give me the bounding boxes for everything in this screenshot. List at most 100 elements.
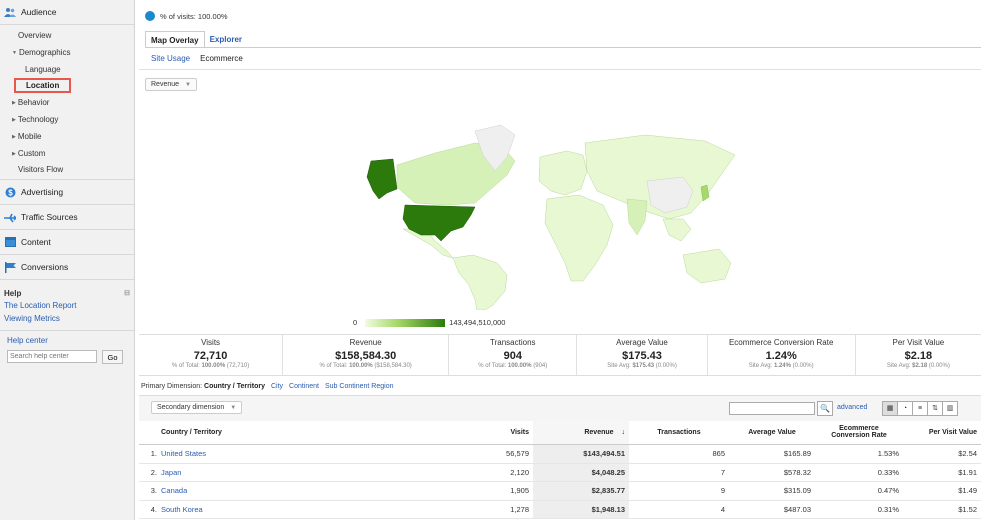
cell-per-visit-value: $2.54 bbox=[903, 444, 981, 464]
scorecard-transactions[interactable]: Transactions 904 % of Total: 100.00% (90… bbox=[449, 335, 578, 375]
map-japan[interactable] bbox=[700, 184, 710, 202]
chevron-down-icon: ▼ bbox=[230, 405, 237, 411]
primary-dimension-bar: Primary Dimension: Country / Territory C… bbox=[141, 383, 394, 390]
country-link[interactable]: United States bbox=[161, 449, 207, 459]
help-go-button[interactable]: Go bbox=[102, 350, 123, 365]
segment-indicator: % of visits: 100.00% bbox=[145, 11, 228, 21]
tab-explorer[interactable]: Explorer bbox=[209, 35, 243, 44]
nav-custom-label: Custom bbox=[17, 148, 46, 158]
nav-traffic-sources-label: Traffic Sources bbox=[21, 212, 78, 223]
col-conversion-rate[interactable]: Ecommerce Conversion Rate bbox=[815, 420, 903, 445]
map-alaska[interactable] bbox=[366, 158, 398, 200]
caret-right-icon: ▶ bbox=[12, 133, 16, 140]
table-toolbar: Secondary dimension ▼ 🔍 advanced ▦ ◔ ≡ ⇅… bbox=[139, 395, 981, 421]
nav-audience[interactable]: Audience bbox=[0, 0, 134, 25]
svg-text:$: $ bbox=[8, 188, 13, 197]
view-tabs: Map Overlay Explorer bbox=[145, 31, 247, 48]
cell-revenue: $4,048.25 bbox=[533, 463, 629, 482]
tab-map-overlay[interactable]: Map Overlay bbox=[145, 31, 205, 48]
country-link[interactable]: Japan bbox=[161, 467, 182, 477]
cell-visits: 56,579 bbox=[455, 444, 533, 464]
help-link-location-report[interactable]: The Location Report bbox=[4, 301, 77, 311]
metric-dropdown[interactable]: Revenue ▼ bbox=[145, 78, 197, 91]
country-link[interactable]: Canada bbox=[161, 486, 188, 496]
scorecard-visits[interactable]: Visits 72,710 % of Total: 100.00% (72,71… bbox=[139, 335, 284, 375]
nav-advertising[interactable]: $ Advertising bbox=[0, 179, 134, 206]
table-row: 2. Japan 2,120 $4,048.25 7 $578.32 0.33%… bbox=[139, 463, 981, 482]
subtab-site-usage[interactable]: Site Usage bbox=[151, 54, 191, 63]
legend-gradient bbox=[365, 318, 446, 327]
dimension-continent[interactable]: Continent bbox=[289, 383, 319, 390]
map-europe[interactable] bbox=[538, 150, 588, 196]
nav-visitors-flow[interactable]: Visitors Flow bbox=[18, 165, 64, 175]
map-southeast-asia[interactable] bbox=[662, 218, 692, 242]
comparison-view-icon[interactable]: ⇅ bbox=[927, 401, 943, 416]
nav-demographics[interactable]: ▼ Demographics bbox=[0, 45, 134, 62]
help-title: Help bbox=[4, 289, 22, 299]
scorecard-conversion-rate[interactable]: Ecommerce Conversion Rate 1.24% Site Avg… bbox=[708, 335, 856, 375]
table-search-input[interactable] bbox=[729, 402, 815, 415]
main-panel: % of visits: 100.00% Map Overlay Explore… bbox=[135, 0, 981, 520]
caret-down-icon: ▼ bbox=[12, 49, 17, 56]
help-center-link[interactable]: Help center bbox=[0, 330, 134, 347]
advanced-filter-link[interactable]: advanced bbox=[837, 404, 868, 411]
nav-language[interactable]: Language bbox=[25, 64, 61, 74]
nav-custom[interactable]: ▶ Custom bbox=[0, 146, 134, 163]
col-transactions[interactable]: Transactions bbox=[629, 420, 729, 445]
pivot-view-icon[interactable]: ▥ bbox=[942, 401, 958, 416]
scorecard-value: $175.43 bbox=[622, 350, 662, 362]
nav-location-label: Location bbox=[14, 78, 72, 94]
search-icon[interactable]: 🔍 bbox=[817, 401, 833, 416]
help-link-viewing-metrics[interactable]: Viewing Metrics bbox=[4, 314, 60, 324]
map-greenland[interactable] bbox=[474, 124, 516, 172]
caret-right-icon: ▶ bbox=[12, 100, 16, 107]
map-united-states[interactable] bbox=[402, 204, 476, 242]
nav-content[interactable]: Content bbox=[0, 230, 134, 256]
col-revenue-label: Revenue bbox=[584, 428, 614, 436]
secondary-dimension-dropdown[interactable]: Secondary dimension ▼ bbox=[151, 401, 243, 414]
map-china[interactable] bbox=[646, 176, 694, 214]
scorecard-revenue[interactable]: Revenue $158,584.30 % of Total: 100.00% … bbox=[283, 335, 450, 375]
scorecard-subtext: Site Avg: 1.24% (0.00%) bbox=[748, 363, 814, 369]
map-africa[interactable] bbox=[544, 194, 614, 282]
legend-max: 143,494,510,000 bbox=[449, 318, 506, 327]
nav-behavior[interactable]: ▶ Behavior bbox=[0, 95, 134, 112]
cell-revenue: $143,494.51 bbox=[533, 444, 629, 464]
scorecard-subtext: Site Avg: $2.18 (0.00%) bbox=[886, 363, 950, 369]
map-india[interactable] bbox=[626, 198, 648, 236]
nav-technology[interactable]: ▶ Technology bbox=[0, 112, 134, 129]
table-view-icon[interactable]: ▦ bbox=[882, 401, 898, 416]
col-revenue[interactable]: Revenue ↓ bbox=[533, 420, 629, 445]
map-south-america[interactable] bbox=[452, 254, 508, 310]
help-center-label[interactable]: Help center bbox=[7, 336, 48, 346]
col-per-visit-value[interactable]: Per Visit Value bbox=[903, 420, 981, 445]
map-australia[interactable] bbox=[682, 248, 732, 284]
cell-average-value: $487.03 bbox=[729, 500, 815, 519]
nav-traffic-sources[interactable]: Traffic Sources bbox=[0, 205, 134, 231]
scorecard-per-visit-value[interactable]: Per Visit Value $2.18 Site Avg: $2.18 (0… bbox=[856, 335, 981, 375]
scorecard-average-value[interactable]: Average Value $175.43 Site Avg: $175.43 … bbox=[577, 335, 708, 375]
col-visits[interactable]: Visits bbox=[455, 420, 533, 445]
country-link[interactable]: South Korea bbox=[161, 504, 203, 514]
row-rank: 1. bbox=[139, 444, 157, 464]
dimension-sub-continent[interactable]: Sub Continent Region bbox=[325, 383, 394, 390]
nav-conversions[interactable]: Conversions bbox=[0, 255, 134, 281]
performance-view-icon[interactable]: ≡ bbox=[912, 401, 928, 416]
cell-revenue: $1,948.13 bbox=[533, 500, 629, 519]
pie-view-icon[interactable]: ◔ bbox=[897, 401, 913, 416]
legend-min: 0 bbox=[353, 318, 358, 327]
nav-overview[interactable]: Overview bbox=[18, 31, 52, 40]
subtab-ecommerce[interactable]: Ecommerce bbox=[200, 54, 243, 63]
nav-location[interactable]: Location bbox=[0, 78, 134, 95]
help-search-input[interactable] bbox=[7, 350, 97, 364]
world-map[interactable] bbox=[135, 95, 981, 310]
col-country[interactable]: Country / Territory bbox=[157, 420, 455, 445]
col-average-value[interactable]: Average Value bbox=[729, 420, 815, 445]
map-asia[interactable] bbox=[584, 134, 736, 220]
cell-conversion-rate: 0.47% bbox=[815, 481, 903, 501]
traffic-sources-icon bbox=[4, 211, 16, 223]
sidebar: Audience Overview ▼ Demographics Language… bbox=[0, 0, 135, 520]
nav-mobile[interactable]: ▶ Mobile bbox=[0, 129, 134, 146]
dimension-city[interactable]: City bbox=[270, 383, 284, 390]
collapse-icon[interactable]: ⊟ bbox=[124, 290, 130, 298]
